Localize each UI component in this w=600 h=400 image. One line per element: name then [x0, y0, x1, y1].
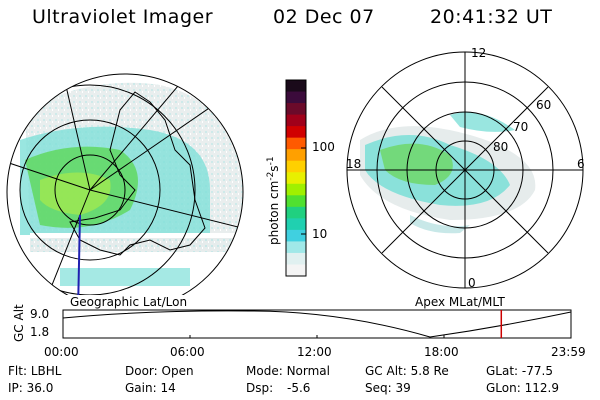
- colorbar-stripe: [286, 103, 306, 116]
- colorbar-stripe: [286, 183, 306, 196]
- mlt-0: 0: [468, 276, 476, 290]
- mlt-18: 18: [346, 157, 362, 171]
- colorbar-stripe: [286, 172, 306, 185]
- door-info: Door: Open: [125, 364, 194, 378]
- colorbar-stripe: [286, 229, 306, 242]
- glat-info: GLat: -77.5: [486, 364, 553, 378]
- altitude-xtick-3: 18:00: [424, 345, 459, 359]
- colorbar-stripe: [286, 218, 306, 231]
- glon-info: GLon: 112.9: [486, 381, 559, 395]
- colorbar-stripe: [286, 206, 306, 219]
- altitude-ylabel: GC Alt: [12, 304, 26, 342]
- colorbar-stripe: [286, 149, 306, 162]
- lat-70: 70: [513, 120, 529, 134]
- altitude-curve: [62, 310, 572, 338]
- colorbar-stripe: [286, 114, 306, 127]
- mlt-12: 12: [471, 46, 487, 60]
- lat-80: 80: [493, 140, 509, 154]
- colorbar-stripe: [286, 160, 306, 173]
- colorbar-stripes: [286, 80, 306, 277]
- colorbar-tick-10: 10: [312, 227, 328, 241]
- colorbar-unit: photon cm-2s-1: [266, 156, 281, 245]
- gain-info: Gain: 14: [125, 381, 176, 395]
- colorbar-stripe: [286, 195, 306, 208]
- instrument-title: Ultraviolet Imager: [32, 6, 214, 28]
- mlt-6: 6: [577, 157, 585, 171]
- observation-date: 02 Dec 07: [273, 6, 375, 28]
- altitude-ytick-top: 9.0: [30, 307, 50, 321]
- ground-track: [77, 214, 81, 295]
- oval-upper: [450, 112, 515, 132]
- gcalt-info: GC Alt: 5.8 Re: [365, 364, 449, 378]
- observation-time: 20:41:32 UT: [430, 6, 553, 28]
- ip-info: IP: 36.0: [8, 381, 54, 395]
- filter-info: Flt: LBHL: [8, 364, 62, 378]
- altitude-plot: [62, 309, 572, 339]
- altitude-xtick-0: 00:00: [44, 345, 79, 359]
- mode-info: Mode: Normal: [246, 364, 330, 378]
- colorbar: [285, 79, 307, 277]
- geographic-label: Geographic Lat/Lon: [70, 295, 188, 309]
- altitude-xtick-1: 06:00: [170, 345, 205, 359]
- colorbar-stripe: [286, 80, 306, 93]
- polar-plot: [346, 51, 584, 289]
- colorbar-stripe: [286, 264, 306, 277]
- dsp-info: Dsp: -5.6: [246, 381, 311, 395]
- seq-info: Seq: 39: [365, 381, 411, 395]
- altitude-xtick-4: 23:59: [551, 345, 586, 359]
- colorbar-tick-100: 100: [312, 140, 335, 154]
- colorbar-stripe: [286, 252, 306, 265]
- colorbar-stripe: [286, 126, 306, 139]
- geographic-map: [6, 73, 244, 295]
- lat-60: 60: [536, 98, 552, 112]
- colorbar-stripe: [286, 137, 306, 150]
- altitude-xtick-2: 12:00: [297, 345, 332, 359]
- colorbar-stripe: [286, 91, 306, 104]
- altitude-ytick-bottom: 1.8: [30, 325, 50, 339]
- polar-label: Apex MLat/MLT: [415, 295, 505, 309]
- colorbar-stripe: [286, 241, 306, 254]
- oval-green: [380, 143, 453, 185]
